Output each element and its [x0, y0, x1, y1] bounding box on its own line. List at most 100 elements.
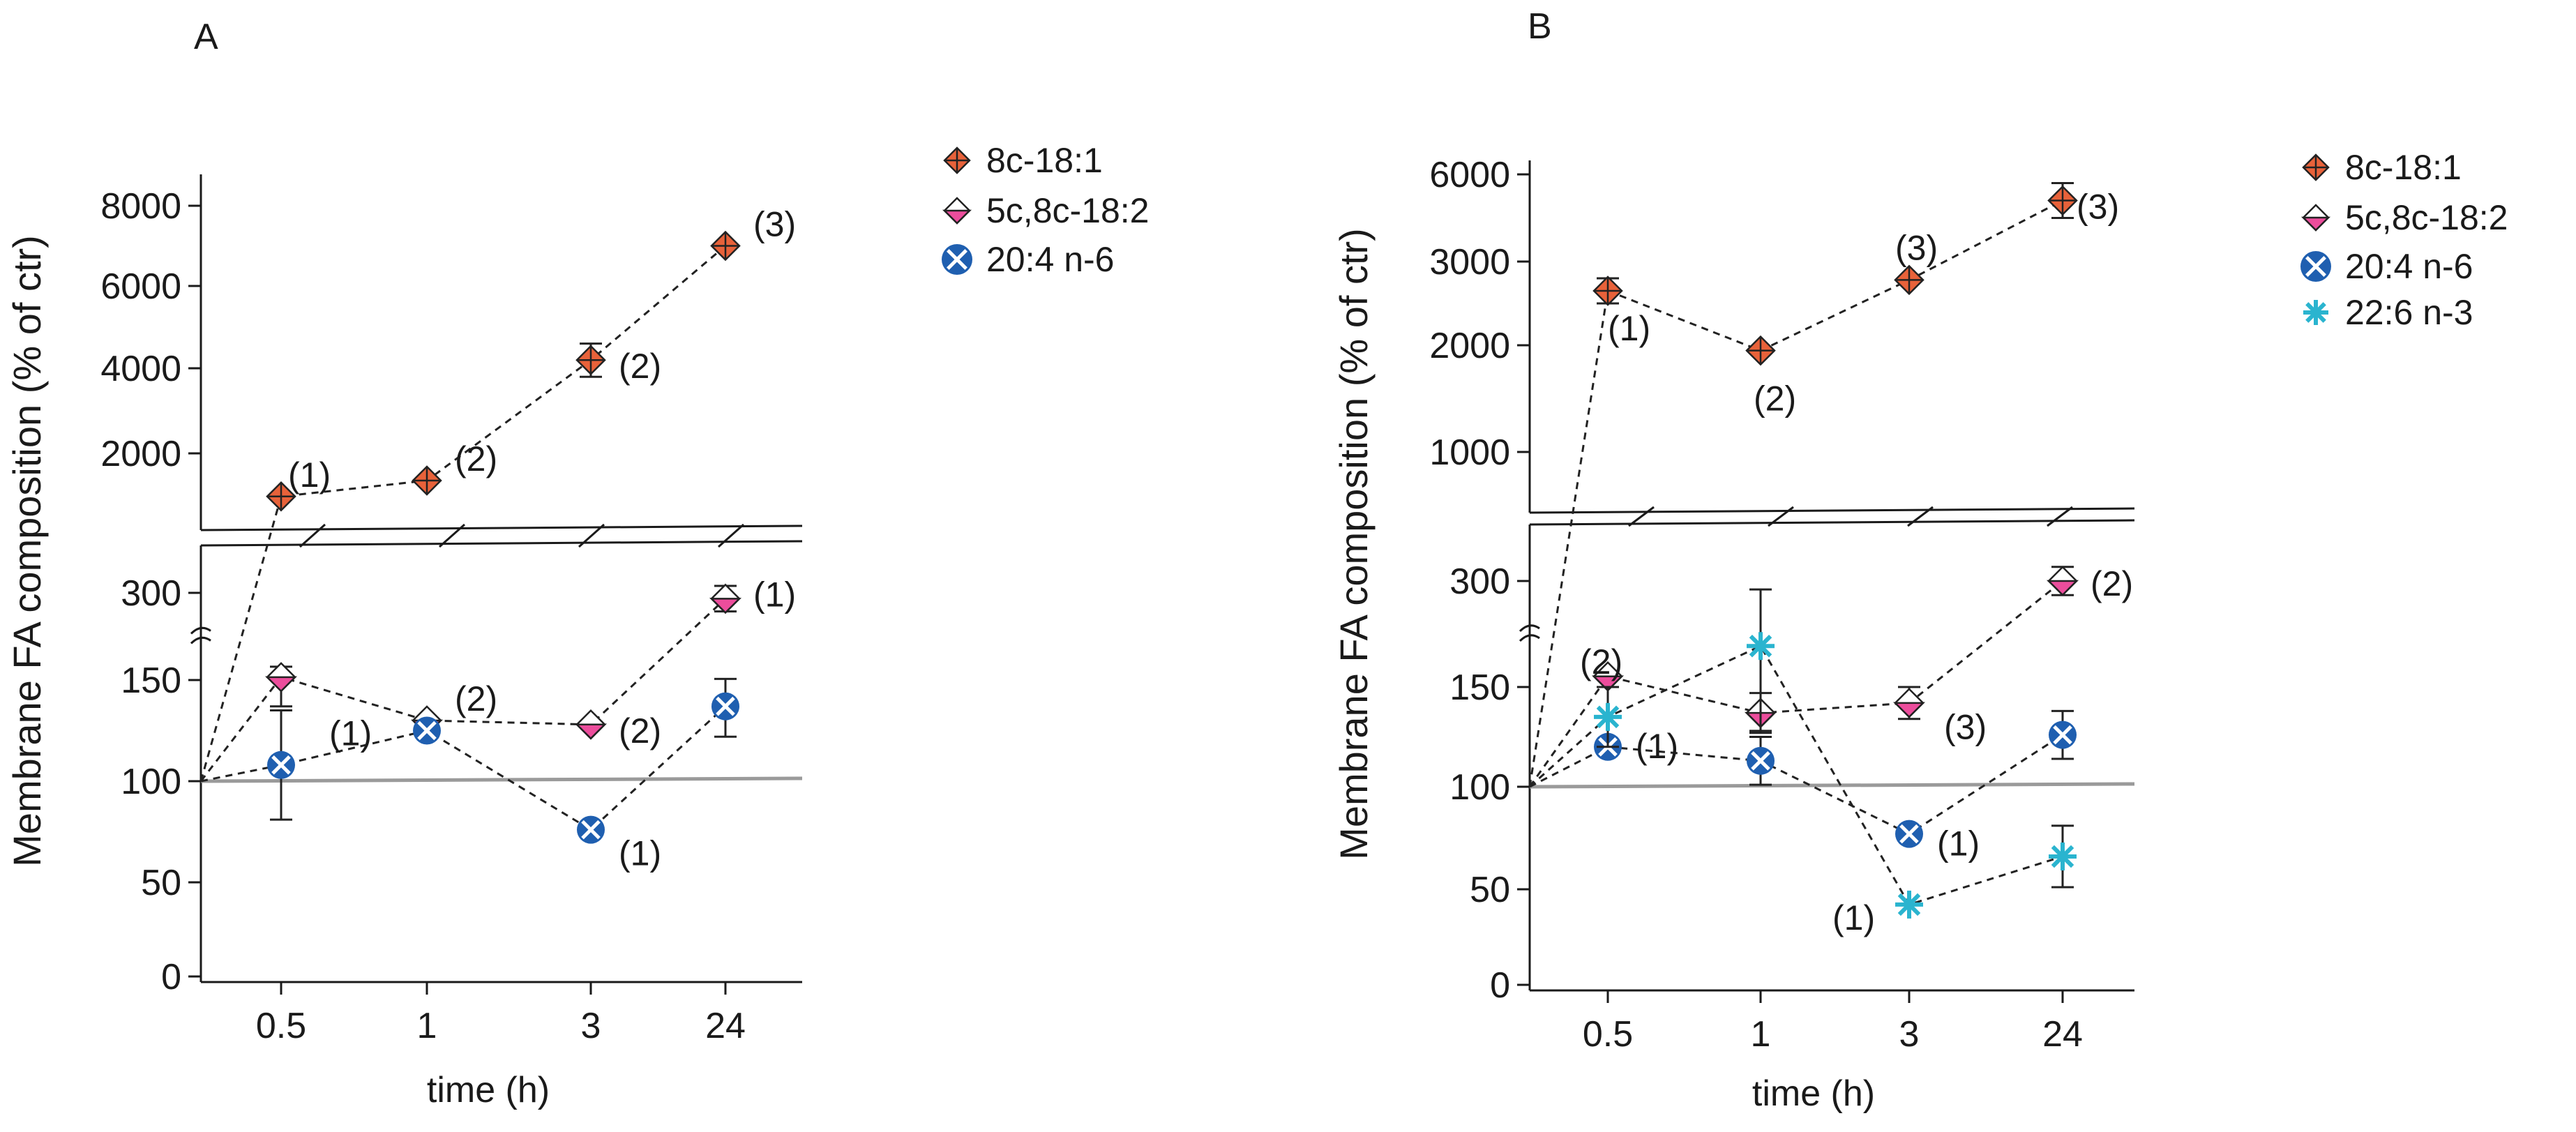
data-point-x2: [2053, 725, 2072, 745]
legend-marker-fill: [942, 209, 972, 225]
y-tick-label: 8000: [100, 186, 181, 227]
break-slash: [1768, 506, 1794, 527]
legend-label: 22:6 n-3: [2345, 293, 2473, 332]
break-slash: [578, 523, 605, 548]
data-point-fill: [1892, 702, 1926, 718]
x-tick-label: 1: [1751, 1014, 1771, 1055]
n-label: (1): [1832, 898, 1875, 937]
series-line: [199, 598, 727, 782]
data-point-x2: [581, 820, 601, 840]
n-label: (3): [1895, 228, 1938, 267]
x-tick-label: 3: [1899, 1014, 1920, 1055]
y-tick-label: 2000: [100, 434, 181, 474]
data-point-fill: [264, 676, 298, 693]
break-slash: [1907, 506, 1934, 527]
n-label: (2): [1580, 642, 1622, 681]
break-slash: [439, 523, 465, 548]
panel-letter: B: [1528, 6, 1552, 47]
baseline-100: [200, 776, 803, 783]
n-label: (2): [455, 439, 497, 478]
n-label: (1): [1608, 309, 1650, 348]
y-tick-label: 300: [1449, 561, 1510, 602]
legend-label: 8c-18:1: [2345, 148, 2462, 187]
x-tick-label: 24: [2042, 1014, 2083, 1055]
data-point-fill: [574, 723, 608, 740]
legend-label: 8c-18:1: [986, 141, 1103, 180]
legend-marker-fill: [2300, 216, 2331, 232]
n-label: (2): [2091, 564, 2133, 603]
series: (2) (2) (1): [199, 575, 796, 782]
n-label: (3): [1944, 708, 1987, 747]
data-point-ray-3: [1897, 893, 1921, 916]
break-slash: [1628, 506, 1655, 527]
legend: 8c-18:1 5c,8c-18:2 20:4 n-6 22:6 n-3: [2300, 148, 2508, 332]
axis-break-mark: [1519, 624, 1540, 633]
y-tick-label: 150: [121, 661, 181, 701]
axis-break-mark: [1519, 634, 1540, 642]
x-tick-label: 0.5: [1583, 1014, 1633, 1055]
x-axis-label: time (h): [1752, 1073, 1875, 1114]
n-label: (3): [753, 205, 796, 244]
data-point-x2: [1899, 824, 1919, 844]
n-label: (1): [329, 714, 372, 753]
data-point-x2: [716, 696, 735, 716]
data-point-fill: [1591, 675, 1625, 692]
y-tick-label: 50: [1470, 870, 1510, 910]
y-tick-label: 6000: [100, 266, 181, 307]
series: (2) (2): [1528, 564, 2133, 787]
y-axis-label: Membrane FA composition (% of ctr): [5, 235, 49, 867]
break-line-top: [200, 525, 803, 531]
series: (1) (1) (3): [1529, 708, 2077, 863]
data-point-ray-3: [2051, 845, 2074, 868]
x-tick-label: 0.5: [256, 1006, 306, 1046]
break-line-top: [1529, 507, 2135, 514]
data-point-x2: [417, 720, 437, 741]
legend-label: 20:4 n-6: [986, 240, 1114, 279]
legend-marker-x2: [947, 249, 967, 270]
x-axis-label: time (h): [427, 1070, 550, 1110]
data-point-x2: [271, 755, 291, 775]
break-slash: [718, 523, 744, 548]
series: (1) (2) (2) (3): [199, 205, 796, 782]
n-label: (3): [2077, 188, 2119, 227]
series: (1) (2) (3) (3): [1528, 182, 2119, 787]
axis-break-mark: [190, 636, 211, 644]
n-label: (1): [1937, 824, 1980, 863]
panel-a: A Membrane FA composition (% of ctr) time …: [5, 17, 1149, 1110]
break-slash: [2047, 506, 2073, 527]
data-point-fill: [2046, 580, 2079, 596]
break-line-bottom: [200, 540, 803, 547]
x-tick-label: 3: [581, 1006, 601, 1046]
y-tick-label: 1000: [1429, 432, 1510, 473]
y-tick-label: 2000: [1429, 326, 1510, 366]
y-tick-label: 6000: [1429, 155, 1510, 195]
y-tick-label: 100: [1449, 767, 1510, 808]
legend-label: 5c,8c-18:2: [986, 191, 1149, 230]
legend: 8c-18:1 5c,8c-18:2 20:4 n-6: [942, 141, 1149, 279]
n-label: (2): [619, 347, 661, 386]
panel-b: B Membrane FA composition (% of ctr) time …: [1332, 6, 2508, 1114]
n-label: (2): [619, 711, 661, 750]
y-tick-label: 0: [161, 957, 181, 997]
data-point-fill: [709, 598, 742, 614]
y-tick-label: 0: [1490, 965, 1510, 1006]
x-tick-label: 24: [705, 1006, 746, 1046]
legend-label: 5c,8c-18:2: [2345, 198, 2508, 237]
series: (1): [1529, 588, 2077, 937]
n-label: (2): [1754, 379, 1796, 418]
y-tick-label: 100: [121, 762, 181, 802]
legend-marker-x2: [2305, 256, 2326, 277]
series: (1) (1): [200, 677, 739, 873]
break-slash: [299, 523, 326, 548]
n-label: (1): [288, 455, 331, 495]
x-tick-label: 1: [417, 1006, 437, 1046]
axis-break-mark: [190, 626, 211, 635]
break-line-bottom: [1529, 519, 2135, 526]
panel-letter: A: [194, 17, 218, 57]
y-tick-label: 3000: [1429, 242, 1510, 282]
legend-label: 20:4 n-6: [2345, 247, 2473, 286]
n-label: (1): [619, 834, 661, 873]
data-point-ray-3: [1749, 634, 1772, 658]
baseline-100: [1529, 782, 2135, 789]
